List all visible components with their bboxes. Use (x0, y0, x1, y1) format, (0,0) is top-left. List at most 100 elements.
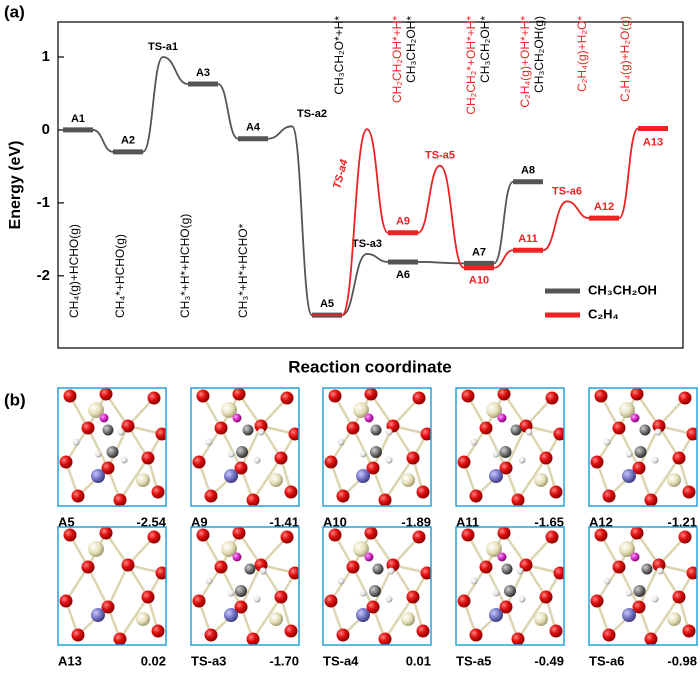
atom (492, 589, 500, 597)
atom (63, 389, 77, 403)
atom (284, 485, 298, 499)
species-label: C₂H₄(g)+OH*+H* (518, 16, 532, 108)
atom (416, 624, 430, 638)
structure-content (323, 388, 431, 506)
state-label: A13 (643, 136, 663, 148)
bond (351, 427, 375, 469)
atom (324, 594, 338, 608)
atom (288, 427, 299, 441)
atom (88, 541, 104, 557)
atom (136, 612, 150, 626)
bond (617, 427, 641, 469)
atom (590, 594, 604, 608)
structure-frame (322, 526, 432, 646)
species-label: CH₃CH₂O*+H* (332, 16, 346, 95)
structure-image (588, 526, 698, 646)
atom (412, 530, 426, 544)
atom (656, 567, 664, 575)
atom (457, 455, 471, 469)
atom (385, 595, 393, 603)
atom (121, 558, 135, 572)
atom (622, 469, 636, 483)
atom (545, 391, 559, 405)
atom (204, 628, 218, 642)
bond (106, 564, 130, 608)
atom (91, 469, 105, 483)
atom (644, 632, 658, 645)
bond (86, 427, 110, 469)
atom (667, 612, 681, 626)
bond (219, 427, 243, 469)
atom (590, 455, 604, 469)
structure-frame (322, 387, 432, 507)
atom (236, 446, 248, 458)
bond (118, 596, 150, 640)
bond (637, 564, 661, 608)
atom (364, 388, 378, 401)
bond (118, 457, 150, 501)
state-label: A7 (472, 246, 486, 258)
atom (516, 567, 524, 575)
atom (94, 450, 102, 458)
atom (497, 388, 511, 401)
structure-image (190, 387, 300, 507)
atom (232, 552, 242, 562)
atom (274, 590, 288, 604)
state-label: A10 (469, 275, 489, 287)
atom (101, 600, 115, 614)
atom (630, 552, 640, 562)
atom (192, 594, 206, 608)
atom (155, 566, 166, 580)
atom (346, 421, 360, 435)
atom (378, 493, 392, 506)
y-tick-label: 1 (42, 48, 50, 65)
atom (416, 485, 430, 499)
bond (516, 596, 548, 640)
atom (652, 419, 666, 433)
atom (678, 391, 692, 405)
bond (64, 566, 90, 602)
species-label: CH₃*+H*+HCHO* (236, 223, 250, 318)
atom (539, 451, 553, 465)
atom (205, 577, 213, 585)
atom (461, 528, 475, 542)
bond (106, 425, 130, 469)
structure-content (191, 388, 299, 506)
atom (630, 527, 644, 540)
atom (254, 419, 268, 433)
atom (120, 456, 128, 464)
atom (549, 624, 563, 638)
structure-content (323, 527, 431, 645)
structure-content (456, 388, 564, 506)
atom (99, 388, 113, 401)
atom (91, 608, 105, 622)
atom (619, 402, 635, 418)
atom (594, 528, 608, 542)
atom (504, 585, 516, 597)
atom (364, 552, 374, 562)
y-tick-label: -2 (37, 267, 50, 284)
atom (639, 424, 651, 436)
bond (383, 457, 415, 501)
structure-frame (588, 526, 698, 646)
atom (489, 608, 503, 622)
state-label: A11 (518, 233, 538, 245)
structure-energy: -1.70 (269, 653, 299, 668)
y-tick-label: 0 (42, 121, 50, 138)
atom (499, 600, 513, 614)
atom (486, 541, 502, 557)
y-axis-label: Energy (eV) (7, 141, 24, 230)
atom (337, 438, 345, 446)
bond (239, 564, 263, 608)
atom (387, 567, 395, 575)
atom (59, 455, 73, 469)
state-label: A4 (246, 122, 261, 134)
structure-name: TS-a4 (323, 653, 359, 668)
atom (625, 450, 633, 458)
atom (385, 456, 393, 464)
structure-name: TS-a6 (589, 653, 624, 668)
atom (274, 451, 288, 465)
atom (324, 455, 338, 469)
bond (516, 457, 548, 501)
